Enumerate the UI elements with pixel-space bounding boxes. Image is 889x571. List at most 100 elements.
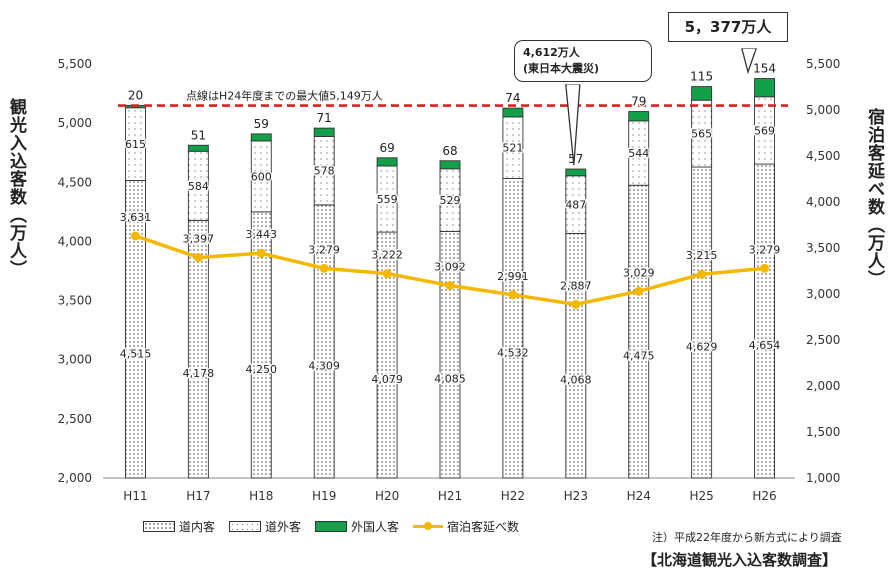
x-tick-label: H19 xyxy=(312,489,336,503)
x-tick-label: H24 xyxy=(627,489,651,503)
bar-foreign xyxy=(502,107,524,118)
y-left-tick-label: 5,000 xyxy=(58,116,92,130)
label-foreign: 79 xyxy=(631,95,646,109)
legend-swatch-overnight xyxy=(413,521,444,530)
label-outside: 565 xyxy=(691,128,712,141)
label-domestic: 4,068 xyxy=(560,374,592,387)
y-right-tick-label: 3,500 xyxy=(806,241,840,255)
bar-foreign xyxy=(691,86,713,101)
label-outside: 569 xyxy=(754,124,775,137)
label-overnight: 3,631 xyxy=(120,211,152,224)
earthquake-callout: 4,612万人 (東日本大震災) xyxy=(514,40,652,82)
x-tick-label: H25 xyxy=(689,489,713,503)
bar-foreign xyxy=(187,144,209,152)
label-overnight: 3,443 xyxy=(246,228,278,241)
line-series xyxy=(130,231,770,309)
label-overnight: 3,092 xyxy=(434,261,466,274)
label-foreign: 20 xyxy=(128,88,143,102)
legend-label-foreign: 外国人客 xyxy=(351,519,400,534)
y-right-tick-label: 1,500 xyxy=(806,425,840,439)
legend-item-overnight: 宿泊客延べ数 xyxy=(413,518,519,535)
bar-domestic xyxy=(691,166,713,479)
label-outside: 615 xyxy=(125,138,146,151)
y-right-tick-label: 1,000 xyxy=(806,471,840,485)
label-overnight: 3,397 xyxy=(183,232,215,245)
label-outside: 529 xyxy=(440,194,461,207)
bar-domestic xyxy=(754,163,775,479)
label-outside: 584 xyxy=(188,180,209,193)
bar-domestic xyxy=(628,184,650,479)
y-left-tick-label: 5,500 xyxy=(58,57,92,71)
label-outside: 487 xyxy=(565,199,586,212)
bar-foreign xyxy=(754,78,775,98)
legend: 道内客 道外客 外国人客 宿泊客延べ数 xyxy=(143,516,533,536)
label-overnight: 3,279 xyxy=(308,243,340,256)
label-outside: 559 xyxy=(377,193,398,206)
label-foreign: 115 xyxy=(690,70,713,84)
bar-foreign xyxy=(250,133,272,142)
value-labels: 4,515 615 20 3,631 4,178 584 51 3,397 4,250 600 59… xyxy=(118,60,781,388)
bar-foreign xyxy=(313,127,335,137)
line-point xyxy=(130,231,140,241)
label-foreign: 59 xyxy=(254,117,269,131)
y-right-tick-label: 2,500 xyxy=(806,333,840,347)
legend-swatch-outside xyxy=(229,520,262,532)
label-domestic: 4,079 xyxy=(371,373,403,386)
label-overnight: 3,215 xyxy=(686,249,718,262)
legend-item-foreign: 外国人客 xyxy=(315,518,399,535)
callout-pointers xyxy=(565,48,757,166)
bars xyxy=(125,78,775,479)
label-overnight: 3,279 xyxy=(749,243,781,256)
line-point xyxy=(382,269,392,279)
axes: 2,000 2,500 3,000 3,500 4,000 4,500 5,000 5,500… xyxy=(58,57,841,503)
x-tick-label: H20 xyxy=(375,489,399,503)
bar-foreign xyxy=(565,168,587,177)
x-tick-label: H17 xyxy=(186,489,210,503)
line-point xyxy=(193,252,203,262)
line-point xyxy=(319,263,329,273)
label-foreign: 154 xyxy=(753,62,776,76)
label-overnight: 3,029 xyxy=(623,266,655,279)
footnote: 注）平成22年度から新方式により調査 xyxy=(652,531,842,544)
line-point xyxy=(508,290,518,300)
y-right-tick-label: 4,500 xyxy=(806,149,840,163)
x-tick-label: H11 xyxy=(123,489,147,503)
y-left-tick-label: 4,500 xyxy=(58,175,92,189)
y-left-tick-label: 3,500 xyxy=(58,294,92,308)
legend-swatch-foreign xyxy=(315,520,348,532)
legend-label-overnight: 宿泊客延べ数 xyxy=(447,519,520,534)
label-domestic: 4,515 xyxy=(120,347,152,360)
x-tick-label: H26 xyxy=(752,489,776,503)
label-domestic: 4,629 xyxy=(686,341,718,354)
reference-line: 点線はH24年度までの最大値5,149万人 xyxy=(118,89,788,107)
label-outside: 578 xyxy=(314,165,335,178)
source-caption: 【北海道観光入込客数調査】 xyxy=(642,551,838,569)
label-foreign: 51 xyxy=(191,128,206,142)
y-left-tick-label: 3,000 xyxy=(58,353,92,367)
label-foreign: 74 xyxy=(505,91,520,105)
y-right-tick-label: 2,000 xyxy=(806,379,840,393)
line-point xyxy=(445,281,455,291)
bar-foreign xyxy=(439,160,461,170)
y-right-tick-label: 4,000 xyxy=(806,195,840,209)
bar-domestic xyxy=(502,178,524,479)
label-overnight: 2,887 xyxy=(560,279,592,292)
legend-label-domestic: 道内客 xyxy=(179,519,216,534)
label-foreign: 68 xyxy=(442,144,457,158)
x-tick-label: H21 xyxy=(438,489,462,503)
bar-domestic xyxy=(125,180,146,479)
x-tick-label: H23 xyxy=(564,489,588,503)
legend-swatch-domestic xyxy=(143,520,175,532)
line-point xyxy=(571,299,581,309)
label-outside: 521 xyxy=(502,142,523,155)
label-overnight: 2,991 xyxy=(497,270,529,283)
line-point xyxy=(697,269,707,279)
y-right-tick-label: 5,000 xyxy=(806,103,840,117)
line-point xyxy=(760,263,770,273)
y-left-tick-label: 2,500 xyxy=(58,412,92,426)
bar-domestic xyxy=(565,232,587,479)
line-point xyxy=(634,286,644,296)
label-domestic: 4,475 xyxy=(623,350,655,363)
line-point xyxy=(256,248,266,258)
